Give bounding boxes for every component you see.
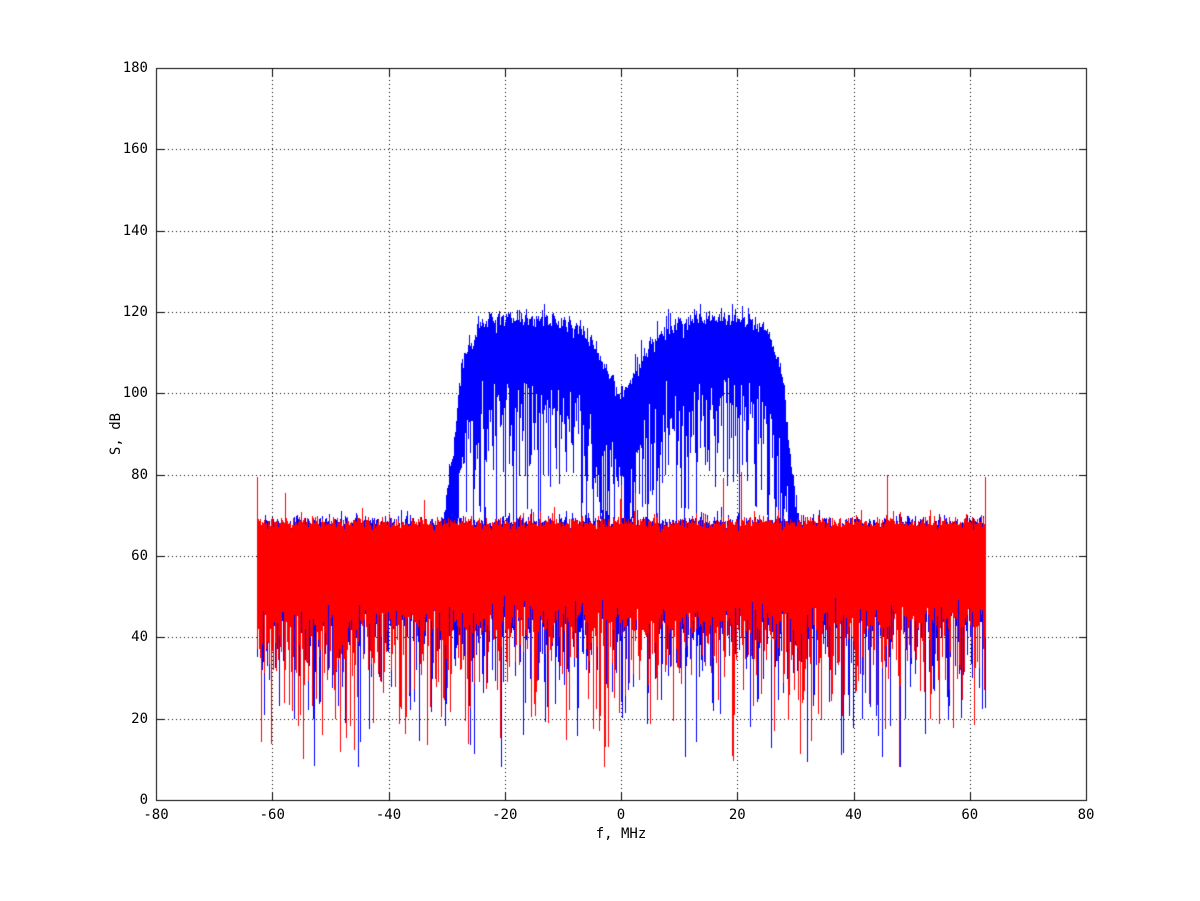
y-tick-label: 0 xyxy=(139,792,148,808)
x-tick-label: 40 xyxy=(845,807,862,823)
x-tick-label: -80 xyxy=(143,807,169,823)
y-tick-label: 100 xyxy=(122,385,148,402)
x-tick-label: 20 xyxy=(728,807,746,823)
y-tick-label: 140 xyxy=(122,222,148,239)
x-tick-label: 80 xyxy=(1077,807,1095,823)
y-tick-label: 120 xyxy=(122,304,148,320)
y-tick-label: 80 xyxy=(131,466,148,483)
x-tick-label: -40 xyxy=(375,807,402,823)
y-tick-label: 40 xyxy=(131,629,148,646)
x-tick-label: 60 xyxy=(961,807,979,823)
y-tick-label: 160 xyxy=(122,141,148,158)
x-tick-label: -60 xyxy=(259,807,285,823)
x-tick-label: -20 xyxy=(492,807,518,823)
x-axis-label: f, MHz xyxy=(595,826,647,842)
y-tick-label: 20 xyxy=(131,710,148,727)
x-tick-label: 0 xyxy=(616,807,626,823)
y-tick-label: 60 xyxy=(131,548,148,564)
y-tick-label: 180 xyxy=(122,60,148,76)
y-axis-label: S, dB xyxy=(108,412,124,456)
